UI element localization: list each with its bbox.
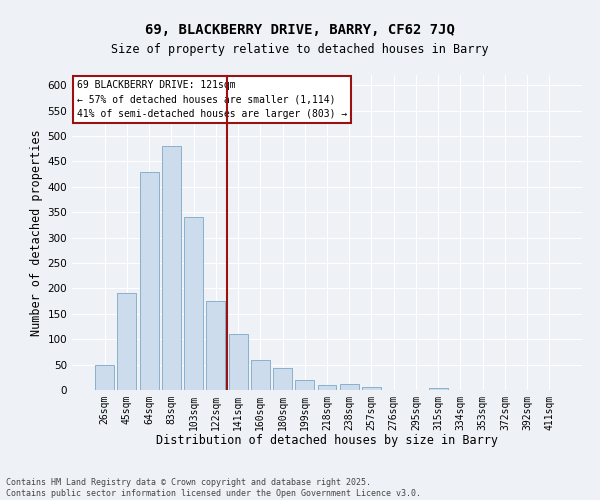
Text: Contains HM Land Registry data © Crown copyright and database right 2025.
Contai: Contains HM Land Registry data © Crown c… bbox=[6, 478, 421, 498]
Bar bbox=[162, 146, 181, 390]
Bar bbox=[317, 386, 337, 390]
Text: 69, BLACKBERRY DRIVE, BARRY, CF62 7JQ: 69, BLACKBERRY DRIVE, BARRY, CF62 7JQ bbox=[145, 22, 455, 36]
Bar bbox=[95, 364, 114, 390]
Text: 69 BLACKBERRY DRIVE: 121sqm
← 57% of detached houses are smaller (1,114)
41% of : 69 BLACKBERRY DRIVE: 121sqm ← 57% of det… bbox=[77, 80, 347, 120]
Bar bbox=[206, 301, 225, 390]
Bar bbox=[118, 294, 136, 390]
Bar bbox=[273, 368, 292, 390]
Bar bbox=[229, 334, 248, 390]
Bar bbox=[362, 388, 381, 390]
Text: Size of property relative to detached houses in Barry: Size of property relative to detached ho… bbox=[111, 42, 489, 56]
Bar bbox=[295, 380, 314, 390]
Bar bbox=[140, 172, 158, 390]
Bar bbox=[340, 384, 359, 390]
Bar bbox=[251, 360, 270, 390]
X-axis label: Distribution of detached houses by size in Barry: Distribution of detached houses by size … bbox=[156, 434, 498, 448]
Y-axis label: Number of detached properties: Number of detached properties bbox=[30, 129, 43, 336]
Bar bbox=[429, 388, 448, 390]
Bar bbox=[184, 218, 203, 390]
